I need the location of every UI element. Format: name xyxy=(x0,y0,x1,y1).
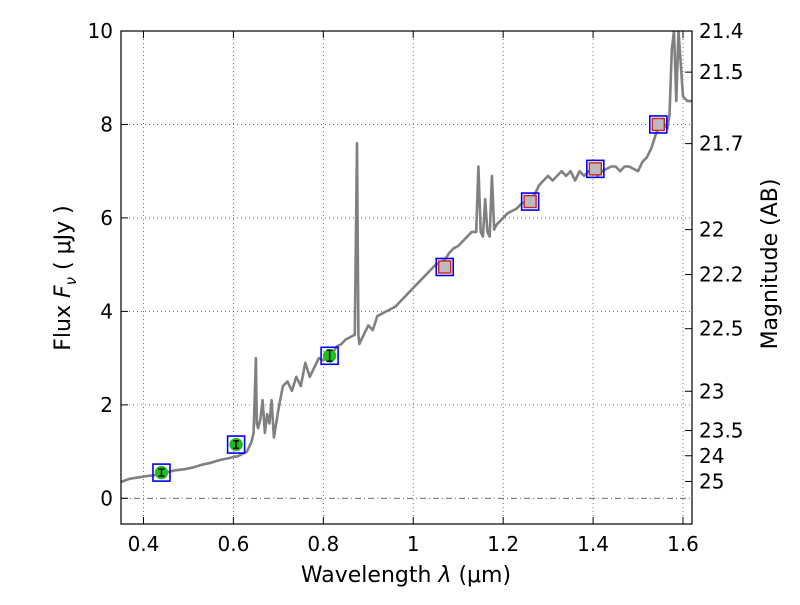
grid xyxy=(121,30,692,524)
model-flux-marker xyxy=(588,162,603,176)
photometry-point-model xyxy=(520,192,540,211)
bandpass-box xyxy=(586,159,605,179)
y2-axis-title: Magnitude (AB) xyxy=(758,179,783,350)
y2-tick-label: 21.4 xyxy=(699,19,744,43)
bandpass-box xyxy=(320,346,339,366)
y-axis-title: Flux Fν ( μJy ) xyxy=(51,205,80,350)
bandpass-box xyxy=(152,463,171,482)
bandpass-box xyxy=(520,192,540,211)
x-tick-label: 1.6 xyxy=(667,532,699,556)
y-tick-label: 10 xyxy=(88,19,113,43)
y2-tick-label: 21.7 xyxy=(699,132,744,156)
bandpass-box xyxy=(226,435,246,454)
x-tick-label: 0.8 xyxy=(307,532,339,556)
y-tick-label: 8 xyxy=(100,112,113,136)
y2-tick-label: 22 xyxy=(699,218,724,242)
model-flux-marker xyxy=(651,117,665,132)
spectrum-line xyxy=(121,31,692,484)
model-flux-marker xyxy=(523,194,537,209)
x-tick-label: 0.4 xyxy=(128,532,160,556)
y-tick-label: 0 xyxy=(100,486,113,510)
photometry-layer xyxy=(152,115,668,482)
photometry-point-model xyxy=(648,115,668,134)
y2-tick-label: 25 xyxy=(699,469,724,493)
photometry-point-detection xyxy=(226,435,246,454)
spectrum-layer xyxy=(121,31,692,484)
x-tick-label: 1 xyxy=(407,532,420,556)
photometry-point-model xyxy=(435,257,455,277)
bandpass-box xyxy=(435,257,455,277)
y-tick-label: 4 xyxy=(100,299,113,323)
x-tick-label: 1.4 xyxy=(577,532,609,556)
y2-tick-label: 24 xyxy=(699,444,724,468)
model-flux-marker xyxy=(438,260,452,274)
photometry-point-model xyxy=(586,159,605,179)
y-tick-label: 6 xyxy=(100,206,113,230)
y2-tick-label: 22.2 xyxy=(699,262,744,286)
bandpass-box xyxy=(648,115,668,134)
y2-tick-label: 21.5 xyxy=(699,60,744,84)
plot-frame xyxy=(120,30,693,525)
photometry-point-detection xyxy=(152,463,171,482)
x-tick-label: 1.2 xyxy=(487,532,519,556)
y2-tick-label: 22.5 xyxy=(699,317,744,341)
x-tick-label: 0.6 xyxy=(217,532,249,556)
y2-tick-label: 23.5 xyxy=(699,419,744,443)
x-axis-title: Wavelength λ (μm) xyxy=(301,563,511,588)
y-tick-label: 2 xyxy=(100,393,113,417)
y2-tick-label: 23 xyxy=(699,379,724,403)
photometry-point-detection xyxy=(320,346,339,366)
